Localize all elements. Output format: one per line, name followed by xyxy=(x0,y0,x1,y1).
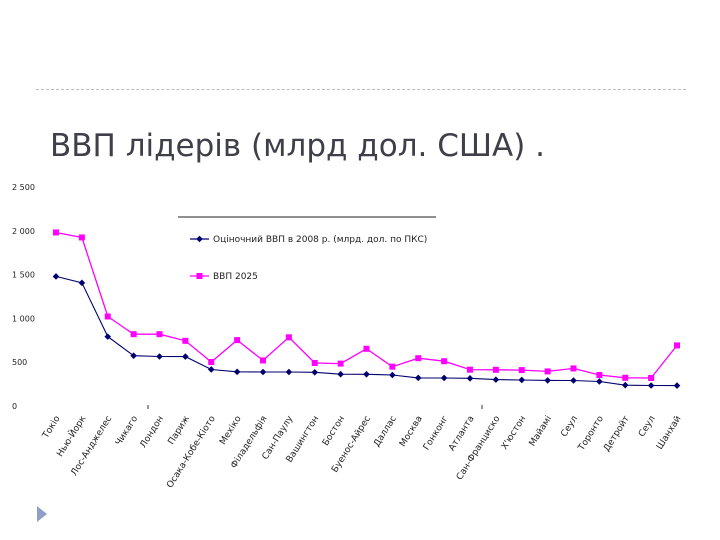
y-tick-label: 1 500 xyxy=(12,271,35,280)
data-point xyxy=(78,279,86,287)
data-point xyxy=(570,377,577,384)
data-point xyxy=(182,337,189,344)
data-point xyxy=(260,357,266,364)
x-tick-label: Москва xyxy=(398,414,425,449)
slide-title: ВВП лідерів (млрд дол. США) . xyxy=(50,128,546,164)
data-point xyxy=(518,376,526,384)
data-point xyxy=(130,331,137,338)
data-point xyxy=(673,382,681,389)
y-tick-label: 2 000 xyxy=(12,227,35,236)
data-point xyxy=(674,342,680,349)
data-point xyxy=(233,368,241,376)
data-point xyxy=(337,370,344,378)
x-tick-label: Осака-Кобе-Кіото xyxy=(165,414,218,490)
data-point xyxy=(622,374,629,381)
x-tick-label: Сеул xyxy=(559,414,580,439)
data-point xyxy=(466,375,474,382)
data-point xyxy=(441,358,448,365)
y-tick-label: 500 xyxy=(12,358,27,367)
data-point xyxy=(492,376,500,383)
data-point xyxy=(156,331,163,338)
data-point xyxy=(285,368,293,376)
x-tick-label: Майамі xyxy=(528,414,554,448)
data-point xyxy=(53,229,59,236)
x-tick-label: Даллас xyxy=(372,414,399,449)
data-point xyxy=(182,353,189,360)
data-point xyxy=(259,368,267,376)
data-point xyxy=(363,345,370,352)
data-point xyxy=(234,337,241,344)
data-point xyxy=(621,381,629,389)
x-tick-label: Мехіко xyxy=(218,414,244,447)
data-point xyxy=(596,378,603,385)
x-tick-label: Атланта xyxy=(447,414,476,453)
data-point xyxy=(414,374,422,382)
series-line xyxy=(55,275,678,387)
y-tick-label: 0 xyxy=(12,402,17,411)
x-tick-label: Лондон xyxy=(139,414,166,450)
x-tick-label: Гонконг xyxy=(422,414,451,452)
data-point xyxy=(363,370,370,378)
y-tick-label: 2 500 xyxy=(12,183,35,192)
data-point xyxy=(492,366,499,373)
data-point xyxy=(130,352,137,360)
y-tick-label: 1 000 xyxy=(12,314,35,323)
data-point xyxy=(415,355,422,362)
legend-label: ВВП 2025 xyxy=(213,272,258,282)
data-point xyxy=(52,273,60,280)
legend-label: Оціночний ВВП в 2008 р. (млрд. дол. по П… xyxy=(213,235,427,245)
data-point xyxy=(208,359,215,366)
header-divider xyxy=(36,89,686,90)
data-point xyxy=(544,377,551,384)
legend-marker xyxy=(196,235,203,243)
data-point xyxy=(544,368,551,375)
x-tick-label: Чикаго xyxy=(114,414,140,448)
data-point xyxy=(570,365,577,372)
legend-marker xyxy=(196,273,203,279)
data-point xyxy=(389,371,396,379)
data-point xyxy=(337,360,344,367)
data-point xyxy=(596,371,603,378)
data-point xyxy=(104,313,111,320)
data-point xyxy=(440,374,448,382)
x-tick-label: Детройт xyxy=(602,414,632,453)
data-point xyxy=(207,366,215,373)
data-point xyxy=(78,234,85,241)
data-point xyxy=(389,363,396,370)
data-point xyxy=(104,333,112,340)
data-point xyxy=(647,382,655,389)
x-tick-label: Бостон xyxy=(321,414,347,448)
data-point xyxy=(311,368,319,376)
data-point xyxy=(311,359,318,366)
x-tick-label: Шанхай xyxy=(655,414,684,451)
data-point xyxy=(648,374,655,381)
data-point xyxy=(285,334,292,341)
x-tick-label: Х'юстон xyxy=(500,414,529,451)
x-tick-label: Сеул xyxy=(637,414,658,439)
x-tick-label: Токіо xyxy=(41,414,63,441)
data-point xyxy=(518,367,525,374)
data-point xyxy=(156,353,163,360)
x-tick-label: Париж xyxy=(167,414,192,446)
data-point xyxy=(467,366,473,373)
slide-bullet-icon xyxy=(37,506,47,522)
